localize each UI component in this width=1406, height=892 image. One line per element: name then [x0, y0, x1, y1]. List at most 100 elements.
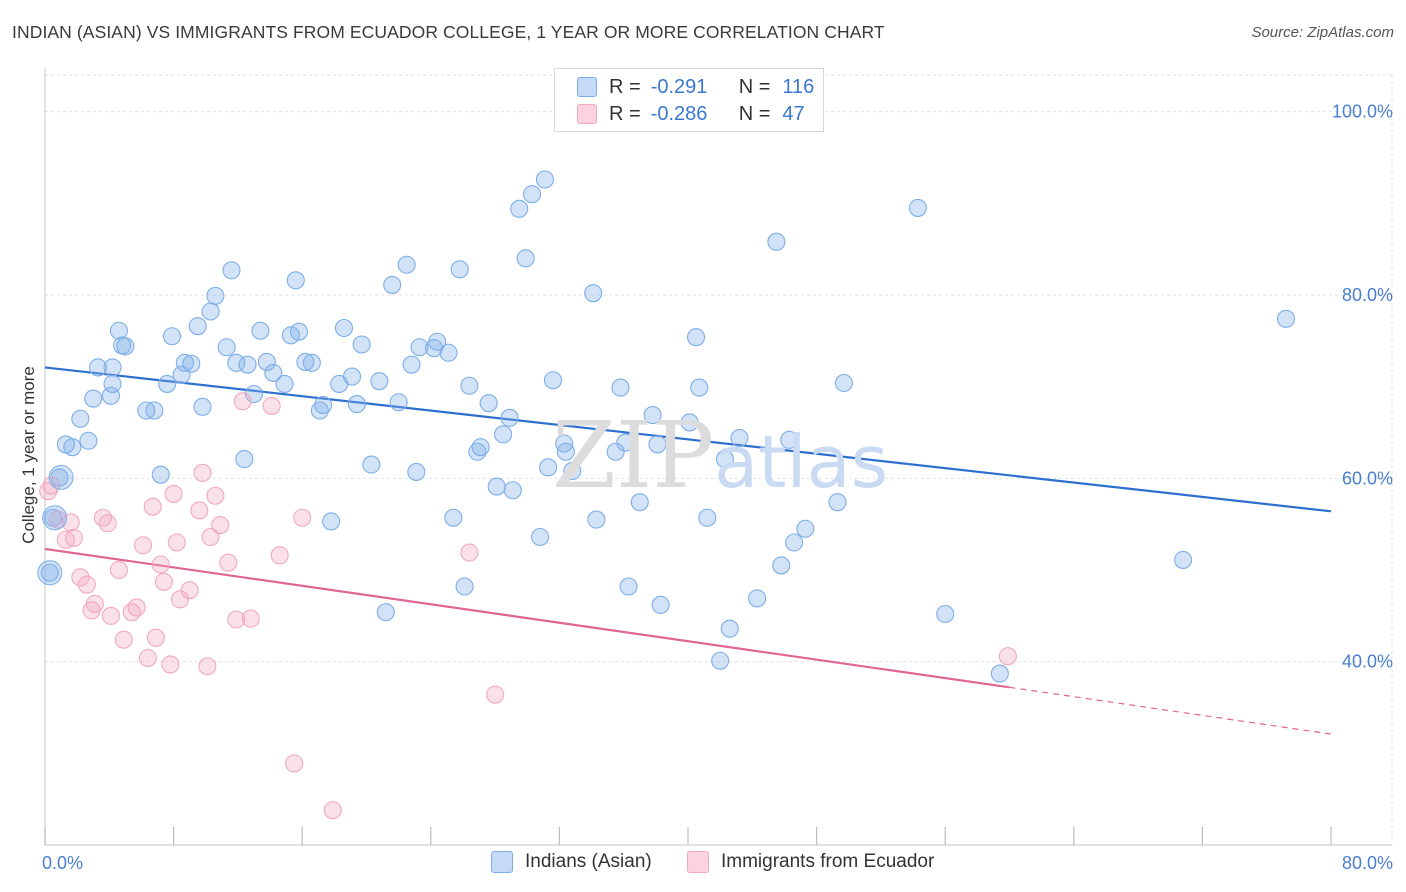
point-indians — [188, 317, 207, 336]
point-indians — [690, 378, 709, 397]
trend-line-ecuador-extension — [1009, 686, 1332, 735]
point-ecuador — [323, 801, 342, 820]
point-ecuador — [161, 655, 180, 674]
y-tick-label: 80.0% — [1342, 285, 1393, 305]
point-indians — [362, 455, 381, 474]
point-indians — [151, 465, 170, 484]
point-indians — [450, 260, 469, 279]
point-ecuador — [293, 508, 312, 527]
chart-title: INDIAN (ASIAN) VS IMMIGRANTS FROM ECUADO… — [12, 22, 885, 42]
point-indians — [397, 255, 416, 274]
point-indians — [531, 527, 550, 547]
point-indians — [587, 510, 606, 529]
tick-labels: 40.0% 60.0% 80.0% 100.0% 0.0% 80.0% — [42, 102, 1393, 873]
point-indians — [606, 442, 625, 461]
point-ecuador — [233, 392, 252, 411]
watermark: ZIPatlas — [552, 402, 888, 509]
point-indians — [584, 284, 603, 303]
point-ecuador — [170, 590, 190, 609]
point-indians — [510, 199, 529, 218]
data-points — [37, 170, 1296, 820]
point-indians — [494, 425, 513, 444]
point-indians — [235, 450, 254, 469]
point-ecuador — [127, 598, 146, 617]
watermark-zip: ZIP — [552, 402, 715, 509]
point-indians — [275, 374, 294, 393]
point-ecuador — [206, 486, 225, 505]
x-tick-label: 0.0% — [42, 853, 83, 873]
y-axis-label: College, 1 year or more — [19, 366, 38, 544]
legend-row-indians: R = -0.291 N = 116 — [577, 75, 814, 99]
point-indians — [206, 286, 225, 305]
point-indians — [715, 450, 735, 469]
point-ecuador — [241, 609, 260, 628]
point-indians — [217, 338, 236, 357]
point-indians — [785, 533, 804, 552]
legend-r-label: R = — [609, 102, 641, 125]
point-ecuador — [109, 560, 128, 580]
y-tick-label: 60.0% — [1342, 468, 1393, 488]
point-indians — [796, 519, 815, 538]
point-indians — [908, 198, 927, 217]
point-indians — [479, 394, 498, 413]
legend-swatch-ecuador — [577, 104, 597, 124]
bottom-legend-swatch-indians — [491, 851, 513, 873]
legend-r-value: -0.286 — [650, 102, 708, 125]
legend-n-value: 116 — [782, 75, 815, 98]
trend-line-indians — [44, 366, 1332, 513]
point-ecuador — [262, 396, 281, 415]
point-indians — [238, 355, 257, 374]
point-ecuador — [85, 594, 104, 613]
point-indians — [651, 595, 670, 614]
axes — [44, 68, 1392, 846]
point-indians — [428, 332, 447, 351]
point-ecuador — [101, 606, 120, 625]
legend-n-value: 47 — [782, 102, 805, 125]
point-indians — [1276, 309, 1296, 328]
legend-r-value: -0.291 — [650, 75, 708, 98]
point-indians — [516, 249, 535, 268]
point-ecuador — [151, 555, 170, 574]
point-ecuador — [285, 754, 304, 773]
point-ecuador — [460, 543, 479, 562]
point-indians — [37, 560, 63, 586]
point-indians — [389, 393, 408, 412]
point-indians — [244, 384, 264, 404]
point-indians — [182, 354, 201, 373]
point-indians — [251, 321, 270, 340]
point-indians — [162, 327, 182, 346]
point-indians — [780, 430, 799, 449]
point-indians — [686, 328, 706, 347]
point-indians — [48, 464, 74, 490]
point-indians — [342, 367, 362, 386]
point-indians — [711, 651, 730, 670]
point-indians — [116, 337, 135, 356]
watermark-atlas: atlas — [714, 420, 889, 504]
point-ecuador — [219, 553, 238, 572]
point-indians — [730, 428, 749, 448]
point-indians — [523, 185, 542, 204]
x-tick-label: 80.0% — [1342, 853, 1393, 873]
point-ecuador — [71, 568, 90, 587]
point-indians — [286, 271, 305, 290]
point-ecuador — [270, 546, 289, 565]
point-ecuador — [134, 536, 153, 555]
point-indians — [455, 577, 474, 596]
point-indians — [990, 664, 1009, 683]
legend-n-label: N = — [738, 102, 771, 125]
point-ecuador — [39, 482, 58, 501]
bottom-legend-label-ecuador: Immigrants from Ecuador — [721, 851, 935, 872]
point-ecuador — [164, 484, 183, 503]
point-indians — [936, 604, 955, 624]
point-indians — [535, 170, 554, 189]
point-indians — [79, 431, 98, 450]
point-indians — [834, 373, 853, 393]
point-indians — [310, 401, 329, 420]
trend-line-ecuador — [44, 547, 1010, 689]
point-ecuador — [193, 463, 212, 482]
point-indians — [264, 363, 283, 382]
legend-n-label: N = — [738, 75, 771, 98]
point-indians — [619, 577, 638, 596]
point-ecuador — [998, 647, 1017, 666]
point-indians — [383, 275, 402, 294]
